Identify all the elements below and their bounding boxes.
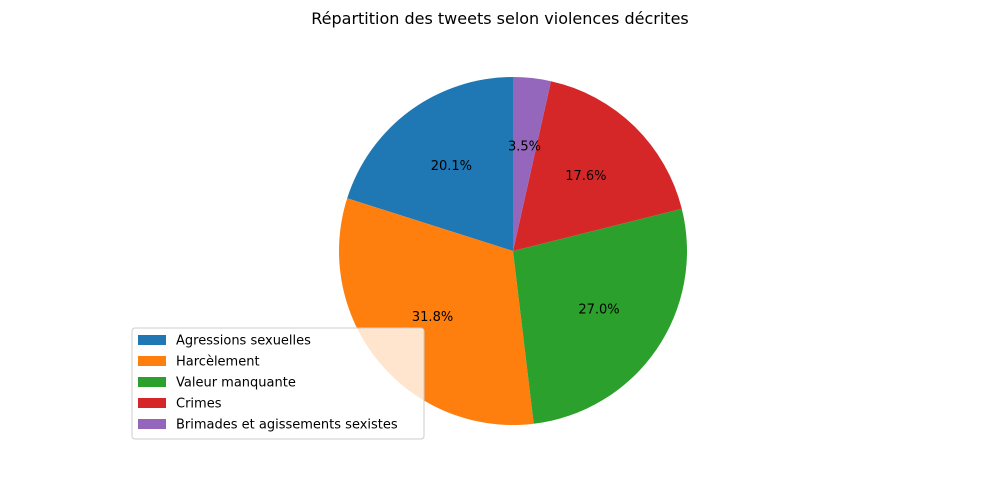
legend-swatch-5 (138, 419, 166, 429)
pie-percent-label-3: 27.0% (578, 303, 619, 318)
pie-percent-label-2: 31.8% (412, 310, 453, 325)
legend-entry-5: Brimades et agissements sexistes (176, 418, 398, 433)
legend-swatch-3 (138, 377, 166, 387)
legend-swatch-4 (138, 398, 166, 408)
legend-swatch-2 (138, 356, 166, 366)
legend-swatch-1 (138, 335, 166, 345)
legend-frame (131, 327, 425, 440)
pie-slice-4 (513, 81, 682, 251)
pie-percent-label-5: 3.5% (508, 140, 541, 155)
pie-slice-1 (347, 77, 513, 251)
chart-title: Répartition des tweets selon violences d… (311, 9, 689, 28)
legend-entry-2: Harcèlement (176, 355, 260, 370)
legend-entry-4: Crimes (176, 397, 222, 412)
pie-slice-5 (513, 77, 551, 251)
pie-percent-label-4: 17.6% (565, 169, 606, 184)
legend-entry-3: Valeur manquante (176, 376, 296, 391)
legend: Agressions sexuelles Harcèlement Valeur ma… (131, 327, 425, 440)
pie-slice-3 (513, 208, 687, 424)
pie-percent-labels: 20.1% 31.8% 27.0% 17.6% 3.5% (412, 140, 620, 325)
legend-entry-1: Agressions sexuelles (176, 334, 311, 349)
pie-percent-label-1: 20.1% (431, 159, 472, 174)
